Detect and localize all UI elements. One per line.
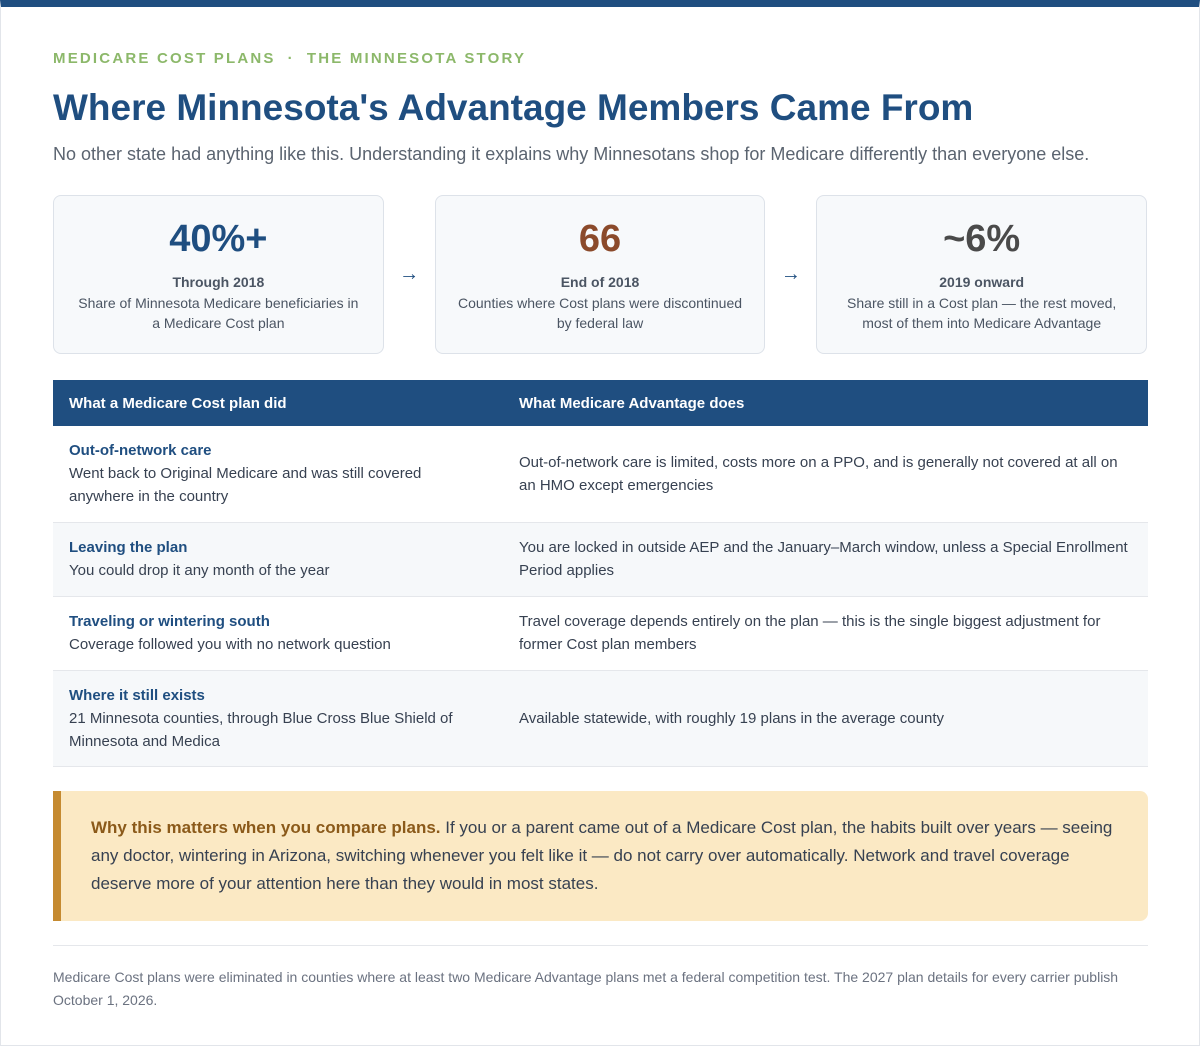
row-title: Where it still exists bbox=[69, 686, 205, 704]
stat-card-3: ~6% 2019 onward Share still in a Cost pl… bbox=[816, 195, 1148, 354]
callout-lead: Why this matters when you compare plans. bbox=[91, 817, 441, 837]
eyebrow-separator: · bbox=[287, 50, 295, 67]
stat-value: 40%+ bbox=[169, 218, 268, 260]
row-advantage-text: Travel coverage depends entirely on the … bbox=[503, 596, 1148, 671]
divider bbox=[53, 944, 1148, 946]
table-header-row: What a Medicare Cost plan did What Medic… bbox=[53, 380, 1148, 426]
arrow-right-icon: → bbox=[399, 263, 420, 285]
stat-label: End of 2018 bbox=[560, 274, 640, 290]
table-row: Traveling or wintering south Coverage fo… bbox=[53, 596, 1148, 671]
stat-value: 66 bbox=[578, 218, 622, 260]
row-cost-text: You could drop it any month of the year bbox=[69, 562, 330, 579]
eyebrow: MEDICARE COST PLANS · THE MINNESOTA STORY bbox=[53, 50, 1147, 68]
table-row: Leaving the plan You could drop it any m… bbox=[53, 522, 1148, 597]
row-cost-text: 21 Minnesota counties, through Blue Cros… bbox=[69, 709, 453, 750]
stat-card-1: 40%+ Through 2018 Share of Minnesota Med… bbox=[53, 195, 384, 354]
page-subtitle: No other state had anything like this. U… bbox=[53, 144, 1090, 164]
row-advantage-text: Out-of-network care is limited, costs mo… bbox=[503, 426, 1148, 523]
stats-row: 40%+ Through 2018 Share of Minnesota Med… bbox=[53, 195, 1148, 354]
stat-label: 2019 onward bbox=[939, 274, 1025, 290]
column-header-cost: What a Medicare Cost plan did bbox=[53, 380, 503, 426]
column-header-advantage: What Medicare Advantage does bbox=[503, 380, 1148, 426]
row-cost-text: Went back to Original Medicare and was s… bbox=[69, 465, 422, 506]
callout-box: Why this matters when you compare plans.… bbox=[53, 790, 1148, 921]
row-title: Out-of-network care bbox=[69, 442, 212, 460]
stat-card-2: 66 End of 2018 Counties where Cost plans… bbox=[434, 195, 766, 354]
page-title: Where Minnesota's Advantage Members Came… bbox=[53, 87, 974, 128]
stat-desc: Share still in a Cost plan — the rest mo… bbox=[847, 295, 1117, 331]
row-cost-text: Coverage followed you with no network qu… bbox=[69, 636, 391, 653]
row-advantage-text: Available statewide, with roughly 19 pla… bbox=[503, 670, 1148, 767]
arrow-right-icon: → bbox=[780, 263, 801, 285]
table-cell-cost: Traveling or wintering south Coverage fo… bbox=[53, 596, 503, 671]
comparison-table: What a Medicare Cost plan did What Medic… bbox=[53, 380, 1148, 767]
table-cell-cost: Out-of-network care Went back to Origina… bbox=[53, 426, 503, 523]
callout-text: If you or a parent came out of a Medicar… bbox=[91, 817, 1113, 893]
stat-value: ~6% bbox=[943, 218, 1021, 260]
table-cell-cost: Leaving the plan You could drop it any m… bbox=[53, 522, 503, 597]
row-title: Leaving the plan bbox=[69, 539, 188, 556]
table-row: Where it still exists 21 Minnesota count… bbox=[53, 670, 1148, 767]
stat-label: Through 2018 bbox=[172, 274, 265, 290]
footnote: Medicare Cost plans were eliminated in c… bbox=[53, 968, 1119, 1008]
eyebrow-right: THE MINNESOTA STORY bbox=[306, 50, 527, 67]
stat-desc: Share of Minnesota Medicare beneficiarie… bbox=[78, 295, 359, 331]
table-cell-cost: Where it still exists 21 Minnesota count… bbox=[53, 670, 503, 767]
row-title: Traveling or wintering south bbox=[69, 613, 270, 630]
table-row: Out-of-network care Went back to Origina… bbox=[53, 426, 1148, 523]
row-advantage-text: You are locked in outside AEP and the Ja… bbox=[503, 522, 1148, 597]
stat-desc: Counties where Cost plans were discontin… bbox=[457, 295, 743, 331]
eyebrow-left: MEDICARE COST PLANS bbox=[53, 50, 276, 67]
